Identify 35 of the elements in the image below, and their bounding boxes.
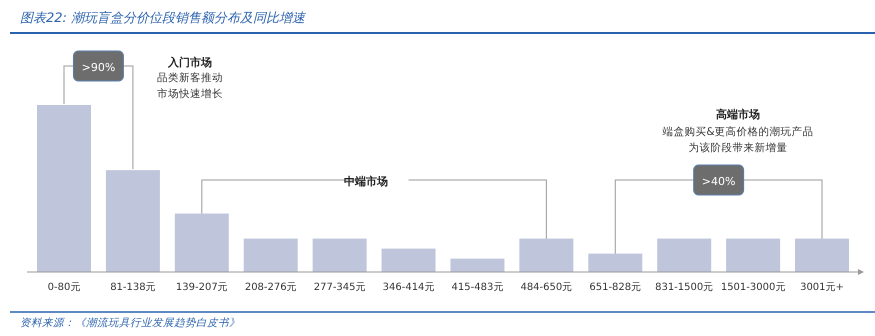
- bar: [174, 214, 229, 272]
- x-tick-label: 831-1500元: [655, 282, 714, 293]
- bar: [450, 258, 504, 272]
- bar: [519, 238, 574, 272]
- x-tick-label: 484-650元: [520, 282, 572, 293]
- text: 资料来源：《潮流玩具行业发展趋势白皮书》: [20, 317, 240, 329]
- bar: [657, 238, 712, 272]
- x-tick-label: 277-345元: [314, 282, 366, 293]
- bar: [312, 238, 367, 272]
- bar: [588, 254, 642, 272]
- annotation: 中端市场: [344, 175, 388, 188]
- x-tick-label: 3001元+: [800, 282, 844, 293]
- annotation: 高端市场: [716, 108, 760, 121]
- text: 市场快速增长: [157, 87, 223, 100]
- x-tick-label: 415-483元: [452, 282, 504, 293]
- text: 品类新客推动: [157, 71, 223, 84]
- x-tick-label: 346-414元: [382, 282, 434, 293]
- annotation: 为该阶段带来新增量: [688, 141, 788, 154]
- x-tick-label: 81-138元: [110, 282, 156, 293]
- text: >90%: [82, 61, 116, 74]
- bar: [106, 170, 160, 272]
- x-tick-label: 0-80元: [48, 282, 80, 293]
- bar: [244, 238, 298, 272]
- bar: [795, 238, 849, 272]
- annotation: 端盒购买&更高价格的潮玩产品: [662, 125, 814, 138]
- bar: [382, 248, 436, 272]
- text: 入门市场: [167, 56, 212, 69]
- annotation: >40%: [702, 175, 736, 188]
- bar: [726, 238, 780, 272]
- x-tick-label: 139-207元: [176, 282, 228, 293]
- x-tick-label: 1501-3000元: [720, 282, 786, 293]
- x-tick-label: 651-828元: [589, 282, 642, 293]
- bar: [37, 105, 91, 272]
- chart-title: 图表22: 潮玩盲盒分价位段销售额分布及同比增速: [20, 10, 306, 26]
- x-tick-label: 208-276元: [244, 282, 297, 293]
